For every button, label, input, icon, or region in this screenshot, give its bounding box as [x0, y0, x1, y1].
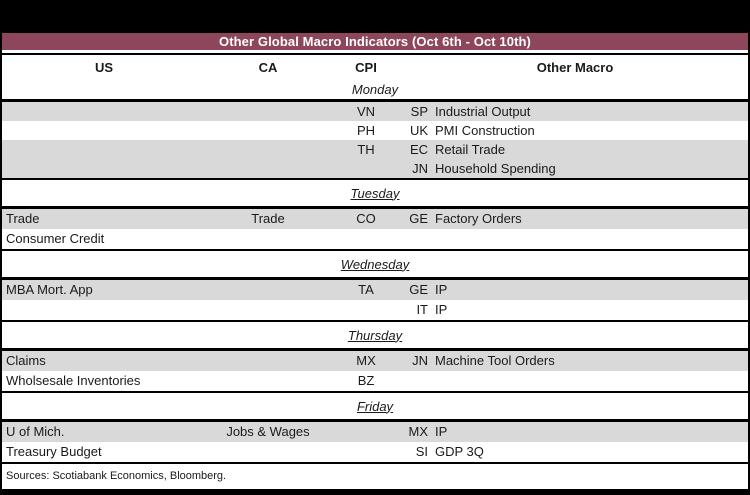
indicator-label: GDP 3Q: [435, 444, 484, 459]
country-code: IT: [416, 302, 428, 317]
column-header-other-macro: Other Macro: [536, 60, 614, 75]
cell-other-macro: JN Machine Tool Orders: [402, 353, 748, 368]
table-row: U of Mich. Jobs & Wages MX IP: [2, 421, 748, 442]
divider-line: [2, 348, 748, 351]
country-code: GE: [409, 282, 428, 297]
cell-other-macro: GE IP: [402, 282, 748, 297]
column-headers: US CA CPI Other Macro: [2, 55, 748, 80]
country-code: JN: [412, 353, 428, 368]
cell-other-macro: IT IP: [402, 302, 748, 317]
cell-us: U of Mich.: [6, 424, 65, 439]
indicator-label: PMI Construction: [435, 122, 535, 138]
table-row: Consumer Credit: [2, 229, 748, 249]
indicator-label: Factory Orders: [435, 211, 522, 226]
divider-line: [2, 177, 748, 180]
indicator-label: IP: [435, 424, 448, 439]
column-header-ca: CA: [258, 60, 278, 75]
day-label-text: Monday: [351, 82, 399, 97]
indicator-label: Industrial Output: [435, 103, 531, 119]
cell-other-macro: JN Household Spending: [402, 161, 748, 176]
column-header-us: US: [94, 60, 114, 75]
divider-line: [2, 277, 748, 280]
indicator-label: Machine Tool Orders: [435, 353, 555, 368]
day-label-text: Wednesday: [340, 256, 410, 272]
table-row: VN SP Industrial Output: [2, 101, 748, 121]
table-row: JN Household Spending: [2, 158, 748, 178]
day-label-text: Thursday: [347, 327, 403, 343]
indicator-label: IP: [435, 282, 448, 297]
cell-us: Treasury Budget: [6, 444, 102, 459]
country-code: UK: [409, 122, 428, 138]
page-title: Other Global Macro Indicators (Oct 6th -…: [219, 34, 531, 49]
table-row: IT IP: [2, 300, 748, 320]
cell-ca: Jobs & Wages: [226, 424, 310, 439]
country-code: SP: [410, 103, 428, 119]
divider-gap: [2, 50, 748, 53]
header-block: US CA CPI Other Macro Monday: [2, 55, 748, 99]
cell-other-macro: GE Factory Orders: [402, 211, 748, 226]
sources-text: Sources: Scotiabank Economics, Bloomberg…: [6, 470, 227, 482]
day-label-text: Friday: [356, 398, 394, 414]
cell-cpi: MX: [356, 353, 376, 368]
table-row: PH UK PMI Construction: [2, 121, 748, 140]
country-code: JN: [412, 160, 428, 176]
cell-other-macro: SP Industrial Output: [402, 104, 748, 119]
sources-footer: Sources: Scotiabank Economics, Bloomberg…: [2, 464, 748, 489]
day-label-friday: Friday: [2, 393, 748, 419]
divider-line: [2, 53, 748, 55]
cell-us: Wholsesale Inventories: [6, 373, 141, 388]
cell-cpi: PH: [356, 122, 376, 138]
cell-cpi: TH: [357, 141, 375, 157]
table-row: Treasury Budget SI GDP 3Q: [2, 442, 748, 462]
day-label-tuesday: Tuesday: [2, 180, 748, 206]
cell-us: Claims: [6, 353, 46, 368]
indicator-label: Household Spending: [435, 160, 556, 176]
divider-line: [2, 319, 748, 322]
table-row: Claims MX JN Machine Tool Orders: [2, 350, 748, 371]
country-code: MX: [408, 424, 429, 439]
table-row: TH EC Retail Trade: [2, 139, 748, 159]
bottom-black-border: [2, 488, 748, 495]
divider-line: [2, 248, 748, 251]
indicator-label: IP: [435, 302, 448, 317]
cell-cpi: CO: [356, 211, 376, 226]
day-label-text: Tuesday: [350, 185, 400, 201]
cell-cpi: VN: [356, 103, 376, 119]
cell-us: MBA Mort. App: [6, 282, 93, 297]
divider-line: [2, 461, 748, 464]
divider-line: [2, 206, 748, 209]
cell-other-macro: SI GDP 3Q: [402, 444, 748, 459]
country-code: GE: [409, 211, 428, 226]
day-label-wednesday: Wednesday: [2, 251, 748, 277]
table-row: Wholsesale Inventories BZ: [2, 371, 748, 391]
cell-us: Trade: [6, 211, 40, 226]
cell-other-macro: MX IP: [402, 424, 748, 439]
cell-other-macro: UK PMI Construction: [402, 123, 748, 138]
cell-cpi: BZ: [357, 373, 375, 388]
divider-line: [2, 419, 748, 422]
table-row: MBA Mort. App TA GE IP: [2, 279, 748, 300]
day-label-monday: Monday: [2, 80, 748, 99]
indicator-label: Retail Trade: [435, 141, 506, 157]
column-header-cpi: CPI: [355, 60, 377, 75]
country-code: EC: [409, 141, 428, 157]
top-black-band: [2, 0, 748, 33]
country-code: SI: [415, 444, 428, 459]
divider-line: [2, 99, 748, 102]
table-title-bar: Other Global Macro Indicators (Oct 6th -…: [2, 33, 748, 50]
day-label-thursday: Thursday: [2, 322, 748, 348]
divider-line: [2, 390, 748, 393]
cell-other-macro: EC Retail Trade: [402, 142, 748, 157]
cell-cpi: TA: [358, 282, 374, 297]
cell-ca: Trade: [251, 211, 285, 226]
cell-us: Consumer Credit: [6, 231, 105, 246]
table-row: Trade Trade CO GE Factory Orders: [2, 208, 748, 229]
